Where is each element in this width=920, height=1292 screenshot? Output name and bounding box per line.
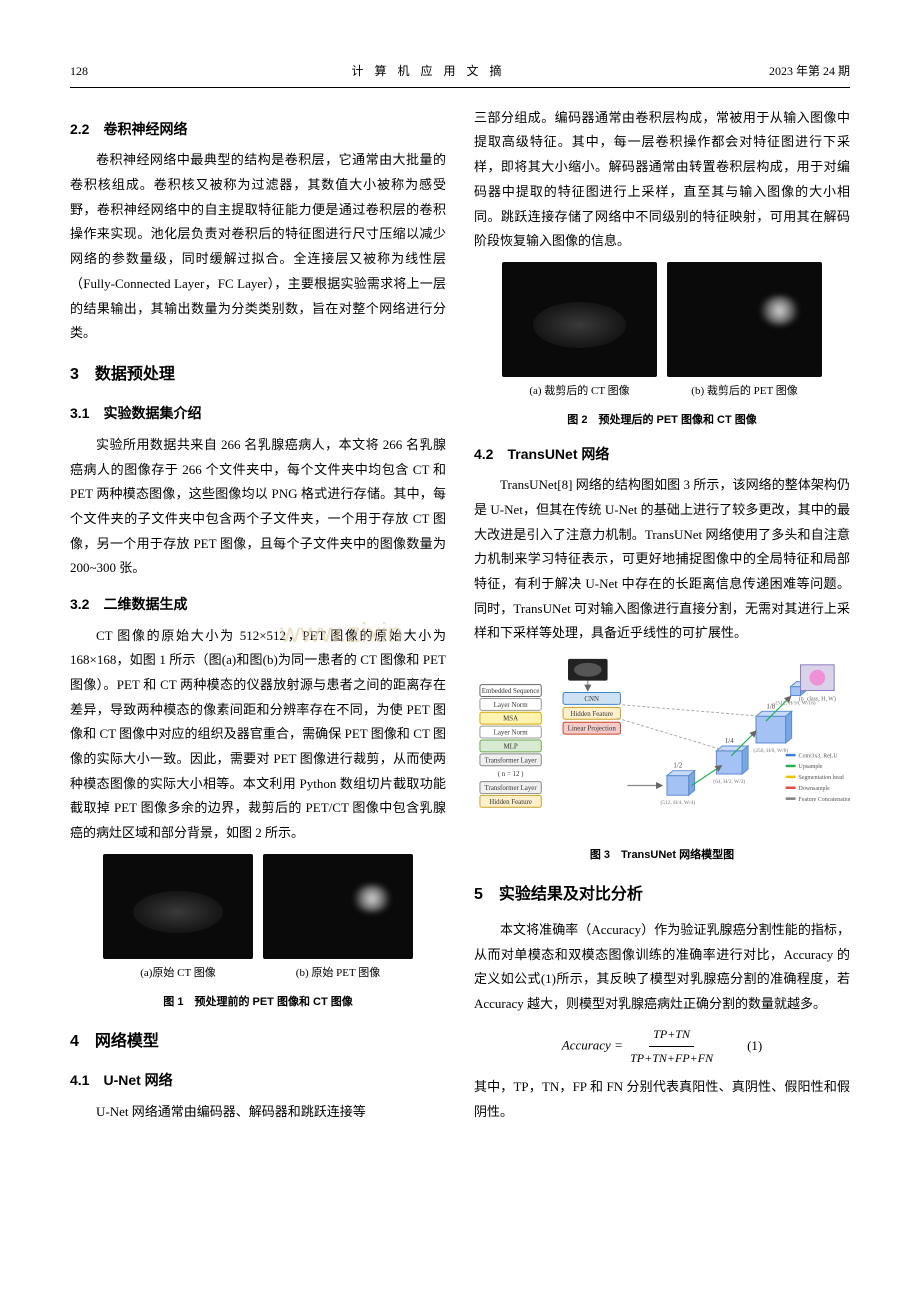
figure-1: (a)原始 CT 图像 (b) 原始 PET 图像 xyxy=(70,854,446,984)
figure-1-caption: 图 1 预处理前的 PET 图像和 CT 图像 xyxy=(70,992,446,1013)
svg-text:Transformer Layer: Transformer Layer xyxy=(485,785,538,792)
figure-2-caption: 图 2 预处理后的 PET 图像和 CT 图像 xyxy=(474,410,850,431)
journal-title: 计 算 机 应 用 文 摘 xyxy=(351,60,505,83)
formula-fraction: TP+TN TP+TN+FP+FN xyxy=(626,1023,717,1070)
figure-2a-image xyxy=(502,262,657,377)
svg-text:Conv3x3, ReLU: Conv3x3, ReLU xyxy=(799,753,839,759)
section-5-text-1: 本文将准确率（Accuracy）作为验证乳腺癌分割性能的指标，从而对单模态和双模… xyxy=(474,918,850,1017)
section-3-2-text: CT 图像的原始大小为 512×512，PET 图像的原始大小为 168×168… xyxy=(70,624,446,846)
svg-text:MSA: MSA xyxy=(503,716,518,723)
section-3-1-heading: 3.1 实验数据集介绍 xyxy=(70,400,446,427)
figure-1b-image xyxy=(263,854,413,959)
figure-1b-wrap: (b) 原始 PET 图像 xyxy=(263,854,413,984)
section-4-1-text: U-Net 网络通常由编码器、解码器和跳跃连接等 xyxy=(70,1100,446,1125)
svg-text:Layer Norm: Layer Norm xyxy=(494,702,529,709)
section-5-text-2: 其中，TP，TN，FP 和 FN 分别代表真阳性、真阴性、假阳性和假阴性。 xyxy=(474,1075,850,1124)
section-4-1-heading: 4.1 U-Net 网络 xyxy=(70,1067,446,1094)
output-label: (n_class, H, W) xyxy=(799,696,836,703)
formula-denominator: TP+TN+FP+FN xyxy=(626,1047,717,1070)
continuation-text: 三部分组成。编码器通常由卷积层构成，常被用于从输入图像中提取高级特征。其中，每一… xyxy=(474,106,850,254)
svg-text:Hidden Feature: Hidden Feature xyxy=(489,799,532,806)
svg-text:( n = 12 ): ( n = 12 ) xyxy=(498,771,524,778)
svg-text:Downsample: Downsample xyxy=(799,786,831,792)
figure-2: (a) 裁剪后的 CT 图像 (b) 裁剪后的 PET 图像 xyxy=(474,262,850,402)
two-column-layout: 2.2 卷积神经网络 卷积神经网络中最典型的结构是卷积层，它通常由大批量的卷积核… xyxy=(70,106,850,1129)
svg-text:1/4: 1/4 xyxy=(725,738,734,745)
page-number: 128 xyxy=(70,60,88,83)
figure-2b-image xyxy=(667,262,822,377)
section-4-2-heading: 4.2 TransUNet 网络 xyxy=(474,441,850,468)
section-3-1-text: 实验所用数据共来自 266 名乳腺癌病人，本文将 266 名乳腺癌病人的图像存于… xyxy=(70,433,446,581)
figure-2a-caption: (a) 裁剪后的 CT 图像 xyxy=(502,381,657,402)
figure-1a-caption: (a)原始 CT 图像 xyxy=(103,963,253,984)
svg-text:1/8: 1/8 xyxy=(766,703,775,710)
svg-text:(256, H/8, W/8): (256, H/8, W/8) xyxy=(754,747,789,754)
section-3-2-heading: 3.2 二维数据生成 xyxy=(70,591,446,618)
section-5-heading: 5 实验结果及对比分析 xyxy=(474,880,850,910)
figure-1b-caption: (b) 原始 PET 图像 xyxy=(263,963,413,984)
section-4-heading: 4 网络模型 xyxy=(70,1027,446,1057)
svg-text:Upsample: Upsample xyxy=(799,764,823,770)
figure-1a-wrap: (a)原始 CT 图像 xyxy=(103,854,253,984)
svg-text:1/2: 1/2 xyxy=(673,763,682,770)
formula-lhs: Accuracy = xyxy=(562,1037,623,1052)
figure-2a-wrap: (a) 裁剪后的 CT 图像 xyxy=(502,262,657,402)
left-column: 2.2 卷积神经网络 卷积神经网络中最典型的结构是卷积层，它通常由大批量的卷积核… xyxy=(70,106,446,1129)
svg-text:Transformer Layer: Transformer Layer xyxy=(485,757,538,764)
svg-text:Embedded Sequence: Embedded Sequence xyxy=(482,688,540,695)
svg-text:CNN: CNN xyxy=(584,696,599,703)
figure-2b-caption: (b) 裁剪后的 PET 图像 xyxy=(667,381,822,402)
right-column: 三部分组成。编码器通常由卷积层构成，常被用于从输入图像中提取高级特征。其中，每一… xyxy=(474,106,850,1129)
figure-3-caption: 图 3 TransUNet 网络模型图 xyxy=(474,845,850,866)
figure-2b-wrap: (b) 裁剪后的 PET 图像 xyxy=(667,262,822,402)
svg-text:Feature Concatenation: Feature Concatenation xyxy=(799,797,850,803)
svg-text:Segmentation head: Segmentation head xyxy=(799,775,844,781)
section-2-2-heading: 2.2 卷积神经网络 xyxy=(70,116,446,143)
svg-text:(64, H/2, W/2): (64, H/2, W/2) xyxy=(713,778,745,785)
svg-text:Linear Projection: Linear Projection xyxy=(568,726,617,733)
equation-number: (1) xyxy=(747,1034,762,1059)
page-header: 128 计 算 机 应 用 文 摘 2023 年第 24 期 xyxy=(70,60,850,88)
figure-1a-image xyxy=(103,854,253,959)
svg-text:MLP: MLP xyxy=(504,744,518,751)
figure-3-diagram: Embedded Sequence Layer Norm MSA Layer Norm… xyxy=(474,656,850,826)
equation-1: Accuracy = TP+TN TP+TN+FP+FN (1) xyxy=(474,1023,850,1070)
formula-numerator: TP+TN xyxy=(649,1023,694,1047)
section-2-2-text: 卷积神经网络中最典型的结构是卷积层，它通常由大批量的卷积核组成。卷积核又被称为过… xyxy=(70,148,446,346)
svg-text:Layer Norm: Layer Norm xyxy=(494,730,529,737)
svg-text:(512, H/4, W/4): (512, H/4, W/4) xyxy=(661,799,696,806)
issue-info: 2023 年第 24 期 xyxy=(769,60,850,83)
svg-text:Hidden Feature: Hidden Feature xyxy=(570,711,613,718)
section-3-heading: 3 数据预处理 xyxy=(70,360,446,390)
section-4-2-text: TransUNet[8] 网络的结构图如图 3 所示，该网络的整体架构仍是 U-… xyxy=(474,473,850,646)
